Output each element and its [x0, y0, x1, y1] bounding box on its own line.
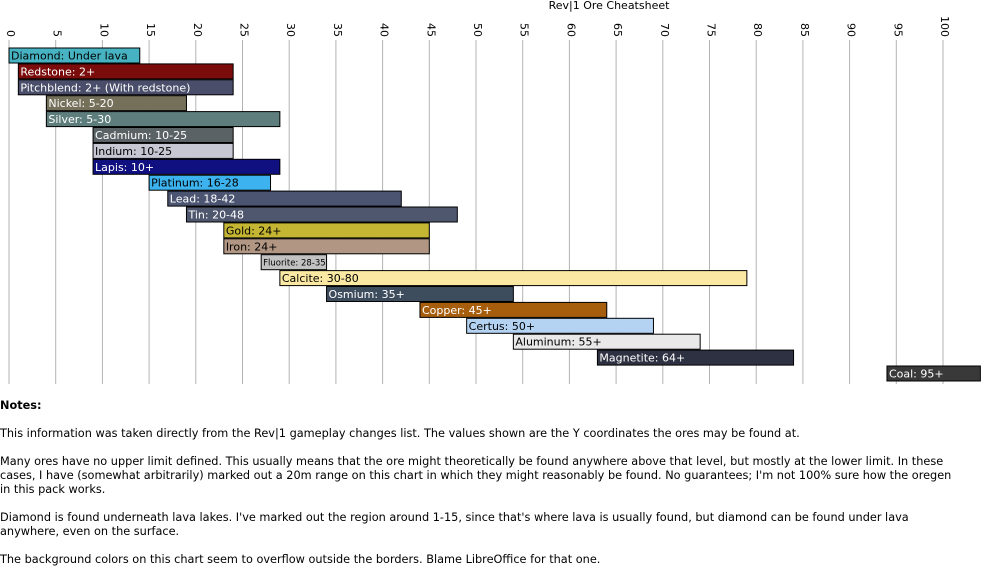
ore-bar: Platinum: 16-28 — [148, 174, 272, 191]
x-tick-label: 20 — [191, 23, 204, 37]
ore-bar-label: Cadmium: 10-25 — [95, 129, 187, 142]
x-tick-label: 80 — [751, 23, 764, 37]
ore-bar-label: Calcite: 30-80 — [282, 272, 359, 285]
ore-bar-label: Osmium: 35+ — [329, 288, 405, 301]
notes-paragraph-upper-limit: Many ores have no upper limit defined. T… — [0, 455, 952, 496]
ore-bar: Cadmium: 10-25 — [92, 127, 234, 143]
x-tick-label: 15 — [144, 23, 157, 37]
notes-paragraph-source: This information was taken directly from… — [0, 427, 800, 440]
x-tick-label: 50 — [471, 23, 484, 37]
x-tick-label: 40 — [378, 23, 391, 37]
ore-bar-rect — [17, 79, 234, 96]
ore-bar-label: Indium: 10-25 — [95, 145, 172, 158]
x-tick-label: 100 — [938, 16, 951, 37]
ore-bar-label: Tin: 20-48 — [187, 209, 244, 222]
x-tick-label: 45 — [424, 23, 437, 37]
ore-bar-rect — [596, 349, 795, 366]
ore-bar-label: Silver: 5-30 — [48, 113, 111, 126]
ore-bar-rect — [17, 63, 234, 80]
ore-bar: Copper: 45+ — [419, 301, 608, 318]
ore-bar-label: Iron: 24+ — [226, 240, 278, 253]
notes-paragraph-colors: The background colors on this chart seem… — [0, 553, 601, 566]
ore-bar-label: Pitchblend: 2+ (With redstone) — [20, 81, 190, 94]
ore-bar: Coal: 95+ — [886, 365, 981, 382]
ore-bar-rect — [92, 127, 234, 143]
ore-bar-rect — [223, 238, 430, 255]
ore-bar-rect — [167, 190, 402, 207]
ore-bar: Lead: 18-42 — [167, 190, 402, 207]
ore-bar-label: Platinum: 16-28 — [151, 177, 239, 190]
ore-bar-label: Gold: 24+ — [226, 224, 282, 237]
notes-heading: Notes: — [0, 399, 42, 412]
notes-paragraph-diamond: Diamond is found underneath lava lakes. … — [0, 511, 909, 538]
ore-bar-rect — [185, 206, 458, 223]
ore-bar-rect — [92, 142, 234, 159]
ore-bar: Tin: 20-48 — [185, 206, 458, 223]
x-tick-label: 35 — [331, 23, 344, 37]
ore-bar-rect — [512, 333, 701, 350]
ore-bar-label: Certus: 50+ — [469, 320, 535, 333]
ore-bar-label: Coal: 95+ — [889, 368, 944, 381]
notes-section: Notes: This information was taken direct… — [0, 399, 960, 581]
ore-bar-rect — [886, 365, 981, 382]
ore-bar-rect — [45, 111, 281, 128]
ore-bar-rect — [260, 254, 328, 271]
ore-bar: Certus: 50+ — [466, 317, 654, 334]
ore-bar-label: Magnetite: 64+ — [599, 352, 685, 365]
x-tick-label: 70 — [658, 23, 671, 37]
x-tick-label: 5 — [51, 30, 64, 37]
ore-range-chart: Rev|1 Ore Cheatsheet 0 5 10 15 20 25 30 35 40 45 5… — [4, 0, 981, 384]
x-tick-label: 90 — [845, 23, 858, 37]
x-tick-label: 55 — [518, 23, 531, 37]
ore-bar-label: Nickel: 5-20 — [48, 97, 113, 110]
ore-bar: Silver: 5-30 — [45, 111, 281, 128]
ore-bar: Fluorite: 28-35 — [260, 254, 328, 271]
ore-bar: Indium: 10-25 — [92, 142, 234, 159]
ore-bar-label: Fluorite: 28-35 — [263, 259, 326, 269]
ore-bar-rect — [8, 47, 141, 64]
x-tick-label: 60 — [564, 23, 577, 37]
ore-bar: Aluminum: 55+ — [512, 333, 701, 350]
x-tick-label: 30 — [284, 23, 297, 37]
ore-bar-label: Diamond: Under lava — [11, 50, 128, 63]
ore-bar: Pitchblend: 2+ (With redstone) — [17, 79, 234, 96]
ore-bar-rect — [223, 222, 430, 239]
ore-bar: Lapis: 10+ — [92, 158, 281, 175]
ore-bar-rect — [466, 317, 654, 334]
x-tick-label: 65 — [611, 23, 624, 37]
ore-bar: Nickel: 5-20 — [45, 95, 187, 112]
chart-title: Rev|1 Ore Cheatsheet — [549, 0, 671, 12]
ore-bar-label: Lead: 18-42 — [170, 193, 236, 206]
x-tick-label: 10 — [97, 23, 110, 37]
x-tick-labels: 0 5 10 15 20 25 30 35 40 45 50 55 60 65 70 75 80 85 90 95 10… — [4, 16, 951, 37]
ore-bar-label: Redstone: 2+ — [20, 65, 95, 78]
ore-bar-label: Aluminum: 55+ — [515, 336, 601, 349]
ore-bar-rect — [148, 174, 272, 191]
ore-bar-rect — [45, 95, 187, 112]
x-tick-label: 85 — [798, 23, 811, 37]
ore-bar-rect — [326, 286, 514, 302]
ore-bar-label: Copper: 45+ — [422, 304, 492, 317]
ore-bar-rect — [279, 270, 748, 287]
ore-bar: Redstone: 2+ — [17, 63, 234, 80]
ore-bar-rect — [419, 301, 608, 318]
ore-bar: Gold: 24+ — [223, 222, 430, 239]
x-tick-label: 75 — [705, 23, 718, 37]
ore-bar: Magnetite: 64+ — [596, 349, 795, 366]
ore-bar-rect — [92, 158, 281, 175]
x-tick-label: 0 — [4, 30, 17, 37]
ore-bars: Diamond: Under lava Redstone: 2+ Pitchblen… — [8, 47, 981, 382]
ore-bar: Osmium: 35+ — [326, 286, 514, 302]
x-tick-label: 95 — [891, 23, 904, 37]
ore-bar: Iron: 24+ — [223, 238, 430, 255]
ore-bar: Calcite: 30-80 — [279, 270, 748, 287]
ore-bar-label: Lapis: 10+ — [95, 161, 154, 174]
ore-bar: Diamond: Under lava — [8, 47, 141, 64]
x-tick-label: 25 — [238, 23, 251, 37]
